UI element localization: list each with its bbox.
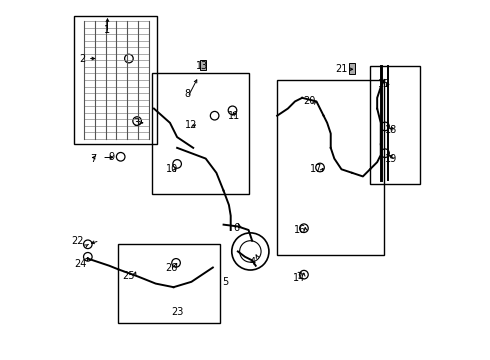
Text: 11: 11 [228, 111, 241, 121]
Text: 20: 20 [303, 96, 316, 107]
Text: 9: 9 [108, 153, 114, 162]
Text: 19: 19 [385, 154, 397, 163]
Text: 6: 6 [233, 223, 239, 233]
Text: 12: 12 [185, 120, 197, 130]
Text: 5: 5 [222, 277, 228, 287]
Text: 10: 10 [166, 164, 178, 174]
Text: 22: 22 [71, 236, 83, 246]
Text: 21: 21 [335, 64, 347, 74]
Text: 1: 1 [104, 25, 111, 35]
Text: 15: 15 [378, 78, 391, 89]
Text: 3: 3 [133, 118, 139, 128]
Text: 14: 14 [293, 273, 305, 283]
Text: 25: 25 [122, 271, 135, 282]
Text: 7: 7 [90, 154, 97, 163]
Text: 24: 24 [74, 259, 87, 269]
Text: 4: 4 [249, 257, 255, 267]
Text: 18: 18 [385, 125, 397, 135]
Text: 8: 8 [185, 89, 191, 99]
Text: 16: 16 [294, 225, 306, 235]
Text: 23: 23 [171, 307, 183, 317]
Text: 13: 13 [196, 61, 208, 71]
Text: 17: 17 [310, 164, 322, 174]
Text: 2: 2 [79, 54, 86, 64]
Bar [349, 63, 355, 74]
Bar [200, 60, 206, 70]
Text: 26: 26 [166, 262, 178, 273]
